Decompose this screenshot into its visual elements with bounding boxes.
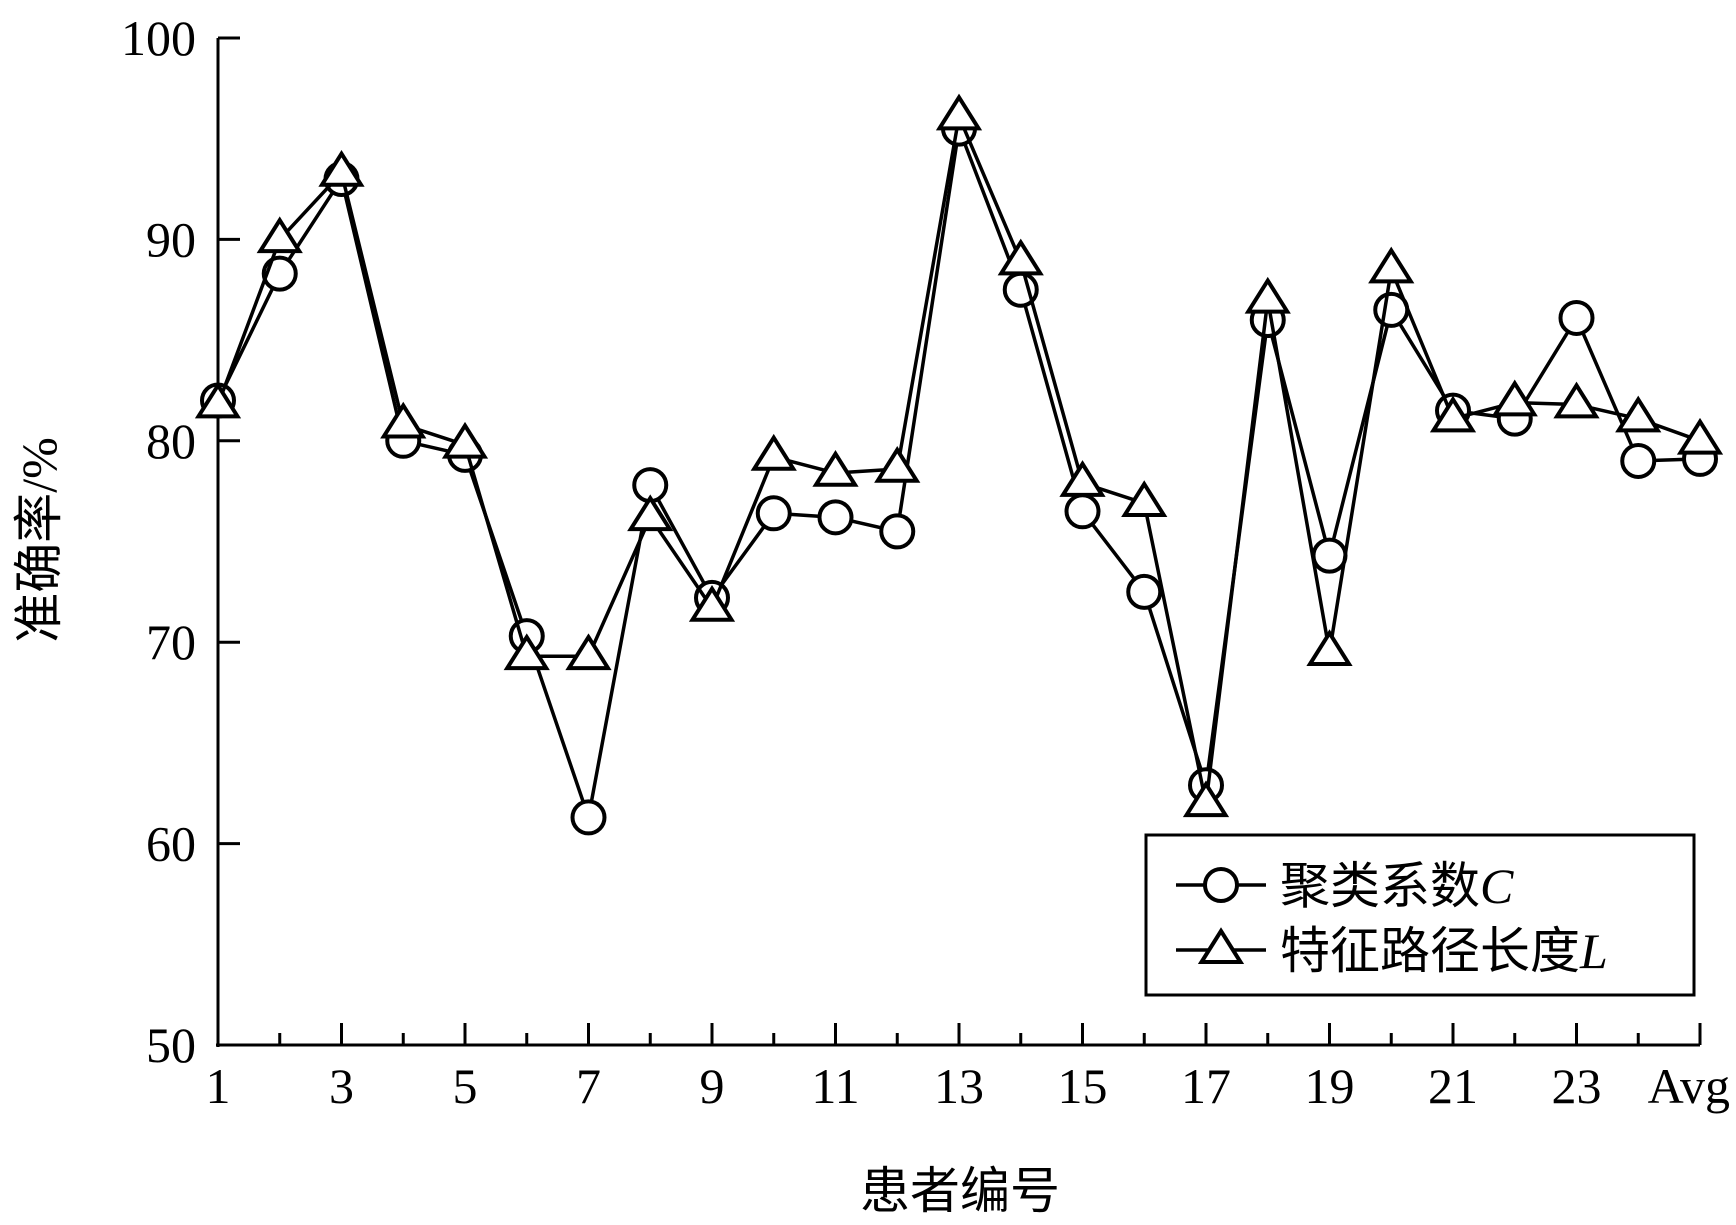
data-point-circle [1558, 299, 1595, 336]
data-point-triangle [256, 216, 303, 254]
data-point-triangle [1244, 276, 1291, 314]
series-path-length [194, 93, 1724, 818]
x-tick-label: 11 [811, 1058, 859, 1114]
x-tick-label: 3 [329, 1058, 354, 1114]
data-point-circle [1126, 573, 1163, 610]
data-point-triangle [380, 401, 427, 439]
svg-text:聚类系数C: 聚类系数C [1280, 858, 1514, 914]
data-point-triangle [812, 450, 859, 487]
data-point-triangle [194, 381, 242, 419]
x-axis-label: 患者编号 [860, 1163, 1060, 1219]
x-tick-label: 5 [453, 1058, 478, 1114]
legend-label-clustering-symbol: C [1480, 858, 1514, 914]
data-point-triangle [1553, 381, 1600, 419]
x-tick-label: 9 [700, 1058, 725, 1114]
data-point-triangle [441, 421, 489, 459]
x-axis-ticks: 1 3 5 7 9 11 13 15 17 19 21 23 Avg [206, 1023, 1730, 1114]
legend-label-path-length: 特征路径长度 [1280, 923, 1580, 979]
data-point-circle [817, 499, 854, 536]
data-point-circle [755, 495, 792, 532]
data-point-circle [570, 799, 607, 836]
y-tick-label: 60 [146, 816, 196, 872]
series-clustering [200, 110, 1718, 836]
data-point-triangle [318, 149, 365, 187]
legend-entry-clustering: 聚类系数C [1176, 858, 1514, 914]
data-point-circle [1311, 537, 1348, 574]
data-point-circle [1620, 442, 1657, 479]
y-tick-label: 80 [146, 413, 196, 469]
data-point-triangle [1306, 629, 1353, 667]
data-point-triangle [1182, 780, 1230, 818]
legend-label-clustering: 聚类系数 [1280, 858, 1480, 914]
series-line [216, 126, 1701, 820]
x-tick-label: 1 [206, 1058, 231, 1114]
y-tick-label: 90 [146, 211, 196, 267]
y-tick-label: 70 [146, 614, 196, 670]
y-axis-ticks: 50 60 70 80 90 100 [121, 10, 240, 1073]
legend-box [1144, 833, 1696, 997]
legend-label-path-length-symbol: L [1579, 923, 1608, 979]
data-point-triangle [1676, 417, 1724, 455]
data-point-circle [1064, 493, 1101, 530]
data-point-triangle [1429, 395, 1477, 433]
legend: 聚类系数C 特征路径长度L [1144, 833, 1696, 997]
data-point-triangle [1368, 246, 1415, 284]
x-tick-label: 17 [1181, 1058, 1231, 1114]
data-point-triangle [1059, 460, 1106, 497]
y-tick-label: 50 [146, 1017, 196, 1073]
data-point-triangle [935, 93, 983, 131]
svg-text:特征路径长度L: 特征路径长度L [1280, 923, 1608, 979]
data-point-triangle [1121, 480, 1168, 518]
series-line [216, 114, 1701, 806]
data-point-triangle [1491, 379, 1538, 417]
legend-entry-path-length: 特征路径长度L [1176, 923, 1608, 979]
data-point-circle [879, 513, 916, 550]
x-tick-label: 13 [934, 1058, 984, 1114]
series-layer [194, 93, 1724, 836]
y-axis-label: 准确率/% [11, 437, 67, 643]
data-point-triangle [503, 633, 550, 671]
data-point-triangle [750, 433, 797, 471]
data-point-triangle [688, 584, 736, 622]
x-tick-label: 7 [576, 1058, 601, 1114]
data-point-triangle [874, 446, 921, 483]
legend-marker-triangle-icon [1197, 927, 1245, 964]
data-point-triangle [627, 494, 674, 532]
x-tick-label: 23 [1552, 1058, 1602, 1114]
x-tick-label: Avg [1648, 1058, 1730, 1114]
x-tick-label: 19 [1305, 1058, 1355, 1114]
legend-marker-circle-icon [1203, 867, 1239, 903]
y-tick-label: 100 [121, 10, 196, 66]
x-tick-label: 15 [1058, 1058, 1108, 1114]
x-tick-label: 21 [1428, 1058, 1478, 1114]
data-point-triangle [565, 633, 612, 671]
data-point-triangle [997, 238, 1044, 276]
data-point-triangle [1615, 395, 1662, 433]
